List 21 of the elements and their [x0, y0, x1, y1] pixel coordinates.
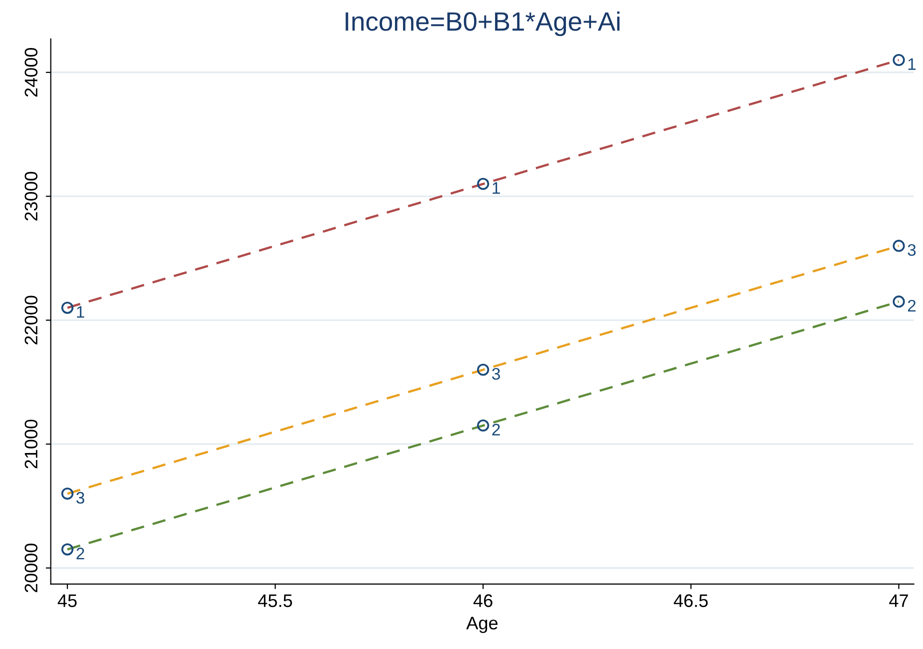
x-tick-label: 46 — [473, 594, 492, 608]
chart-title: Income=B0+B1*Age+Ai — [346, 11, 620, 36]
text: 2 — [76, 548, 84, 560]
y-tick-label: 20000 — [24, 544, 38, 592]
y-tick-label: 24000 — [24, 48, 38, 97]
y-tick-label: 21000 — [24, 420, 38, 468]
x-tick-label: 45 — [58, 594, 77, 608]
y-tick-label: 22000 — [24, 296, 38, 344]
series-label: 1 — [76, 306, 84, 318]
text: 1 — [492, 182, 500, 194]
y-tick-label: 23000 — [24, 172, 38, 220]
series-label: 2 — [492, 424, 500, 436]
text: 3 — [908, 244, 916, 256]
text: 2 — [908, 300, 916, 312]
x-tick-label: 46.5 — [674, 594, 708, 608]
text: 1 — [908, 58, 916, 70]
x-axis-title: Age — [466, 616, 498, 634]
text: 3 — [492, 368, 500, 380]
x-tick-label: 47 — [889, 594, 908, 607]
series-label: 3 — [76, 492, 84, 504]
x-tick-label: 45.5 — [258, 594, 292, 608]
